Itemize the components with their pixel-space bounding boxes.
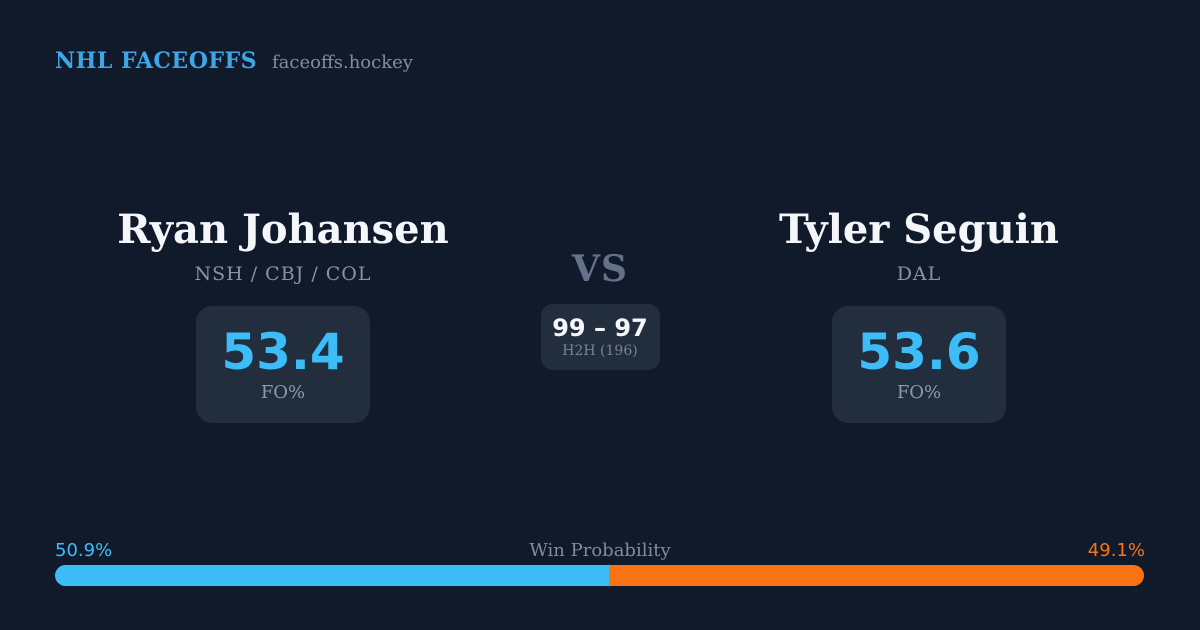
site-url: faceoffs.hockey — [272, 52, 413, 73]
fo-card-right: 53.6 FO% — [832, 306, 1006, 423]
fo-card-left: 53.4 FO% — [196, 306, 370, 423]
player-right: Tyler Seguin DAL 53.6 FO% — [719, 207, 1119, 423]
vs-label: VS — [572, 248, 628, 290]
player-right-teams: DAL — [896, 263, 942, 285]
h2h-label: H2H (196) — [562, 342, 638, 359]
h2h-card: 99 – 97 H2H (196) — [540, 304, 660, 370]
player-right-name: Tyler Seguin — [779, 206, 1059, 253]
winprob-bar — [55, 565, 1144, 586]
winprob-left-pct: 50.9% — [55, 540, 113, 561]
fo-label-left: FO% — [260, 381, 306, 403]
winprob-bar-left — [55, 565, 610, 586]
fo-value-right: 53.6 — [857, 322, 981, 381]
header: NHL FACEOFFS faceoffs.hockey — [55, 48, 413, 74]
winprob-bar-right — [609, 565, 1144, 586]
player-left-teams: NSH / CBJ / COL — [194, 263, 372, 285]
h2h-score: 99 – 97 — [552, 313, 648, 342]
winprob-right-pct: 49.1% — [1087, 540, 1145, 561]
winprob-labels: 50.9% Win Probability 49.1% — [55, 540, 1145, 561]
fo-value-left: 53.4 — [221, 322, 345, 381]
vs-block: VS 99 – 97 H2H (196) — [500, 249, 700, 370]
player-left: Ryan Johansen NSH / CBJ / COL 53.4 FO% — [83, 207, 483, 423]
fo-label-right: FO% — [896, 381, 942, 403]
winprob-title: Win Probability — [529, 540, 671, 561]
player-left-name: Ryan Johansen — [117, 206, 449, 253]
brand-title: NHL FACEOFFS — [55, 48, 257, 74]
